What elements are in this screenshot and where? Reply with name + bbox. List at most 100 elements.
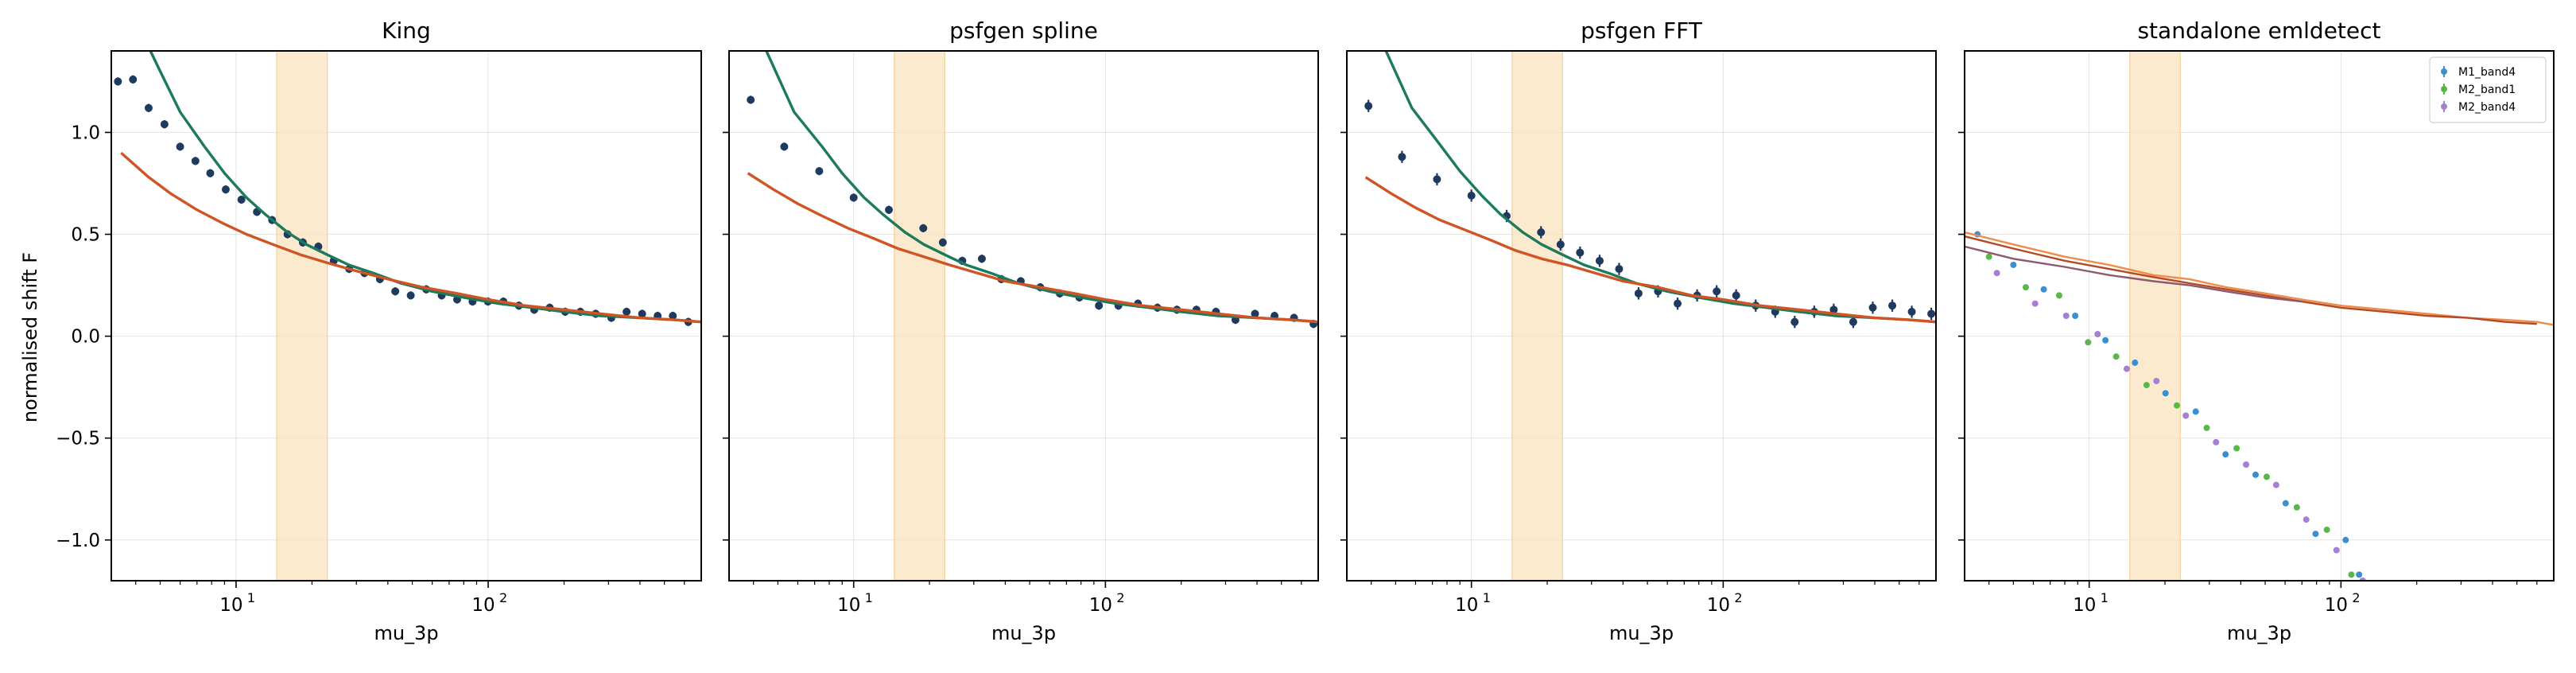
- data-point: [1364, 102, 1373, 111]
- chart-title: King: [382, 18, 431, 44]
- series-line-4: [1965, 231, 2554, 326]
- y-tick-label: 0.0: [71, 327, 100, 348]
- data-point: [2174, 402, 2181, 409]
- data-point: [1985, 253, 1992, 260]
- data-point: [815, 167, 824, 176]
- data-point: [144, 103, 153, 112]
- chart-title: psfgen FFT: [1581, 18, 1703, 44]
- chart-panel-3: 10 1 10 2 psfgen FFT mu_3p: [1340, 18, 1937, 644]
- x-tick-label: 10: [2073, 595, 2096, 616]
- series-line-2: [1384, 51, 1936, 324]
- plot-area: [747, 51, 1318, 329]
- highlight-band: [2129, 50, 2181, 582]
- data-point: [2062, 313, 2070, 319]
- axes-frame: [1346, 50, 1937, 582]
- x-axis-label: mu_3p: [991, 622, 1056, 644]
- plot-area: [1364, 51, 1936, 329]
- data-point: [2072, 313, 2079, 319]
- data-point: [1829, 305, 1838, 314]
- data-point: [1398, 153, 1406, 161]
- axes-frame: [1964, 50, 2555, 582]
- data-point: [129, 75, 138, 84]
- data-point: [2010, 261, 2017, 268]
- data-point: [977, 255, 986, 263]
- series-line-3: [120, 151, 701, 324]
- data-point: [2094, 331, 2101, 338]
- data-point: [1467, 191, 1476, 200]
- x-axis-label: mu_3p: [374, 622, 438, 644]
- data-point: [237, 195, 246, 204]
- legend-marker: [2441, 86, 2447, 92]
- data-point: [1537, 228, 1546, 236]
- y-tick-label: 1.0: [71, 123, 100, 143]
- data-point: [747, 95, 755, 104]
- data-point: [2263, 473, 2270, 480]
- legend-label: M2_band1: [2458, 84, 2516, 96]
- x-tick-exponent: 1: [247, 590, 255, 605]
- legend-box: [2429, 56, 2547, 123]
- axes-frame: [111, 50, 702, 582]
- data-point: [2293, 504, 2300, 511]
- data-point: [1615, 265, 1624, 274]
- data-point: [1251, 309, 1259, 318]
- data-point: [206, 169, 215, 177]
- series-points-2: [1985, 253, 2355, 578]
- highlight-band: [1511, 50, 1563, 582]
- data-point: [2132, 359, 2139, 366]
- legend-marker: [2441, 103, 2447, 110]
- x-tick-label: 10: [1707, 595, 1730, 616]
- series-line-6: [1965, 245, 2302, 303]
- data-point: [2342, 536, 2349, 543]
- x-tick-label: 10: [471, 595, 495, 616]
- data-point: [2031, 300, 2039, 307]
- legend-label: M1_band4: [2458, 66, 2516, 79]
- highlight-band: [276, 50, 328, 582]
- axes-frame: [728, 50, 1319, 582]
- series-line-5: [1965, 235, 2537, 325]
- data-point: [780, 142, 789, 151]
- data-point: [1674, 299, 1682, 308]
- data-point: [2252, 471, 2259, 478]
- chart-panel-2: 10 1 10 2 psfgen spline mu_3p: [723, 18, 1319, 644]
- series-line-2: [149, 51, 701, 324]
- data-point: [1634, 289, 1643, 298]
- series-line-3: [747, 172, 1318, 324]
- data-point: [1556, 240, 1565, 249]
- data-point: [1576, 248, 1585, 257]
- data-point: [2162, 390, 2169, 397]
- data-point: [1927, 309, 1936, 318]
- data-point: [1907, 307, 1916, 316]
- x-tick-exponent: 1: [2101, 590, 2109, 605]
- data-point: [2040, 286, 2047, 293]
- data-point: [885, 205, 894, 214]
- chart-title: psfgen spline: [949, 18, 1098, 44]
- x-tick-exponent: 1: [865, 590, 873, 605]
- data-point: [2112, 353, 2120, 360]
- data-point: [1713, 287, 1721, 296]
- data-point: [1595, 256, 1604, 265]
- plot-area: [114, 51, 701, 326]
- data-point: [221, 185, 230, 194]
- data-point: [114, 77, 122, 86]
- data-point: [1095, 301, 1104, 310]
- data-point: [2192, 408, 2199, 415]
- data-point: [2085, 339, 2092, 346]
- data-point: [406, 291, 415, 300]
- data-point: [669, 312, 677, 320]
- data-point: [1790, 317, 1799, 326]
- x-tick-label: 10: [1455, 595, 1478, 616]
- series-line-2: [765, 51, 1318, 324]
- data-point: [2356, 571, 2363, 578]
- data-point: [1888, 301, 1897, 310]
- data-point: [2222, 451, 2229, 458]
- data-point: [176, 142, 184, 151]
- chart-title: standalone emldetect: [2137, 18, 2380, 44]
- y-tick-label: −0.5: [56, 429, 100, 449]
- y-axis-label: normalised shift F: [19, 252, 41, 422]
- data-point: [2333, 547, 2340, 554]
- x-tick-label: 10: [837, 595, 860, 616]
- data-point: [2203, 424, 2210, 431]
- data-point: [1849, 317, 1857, 326]
